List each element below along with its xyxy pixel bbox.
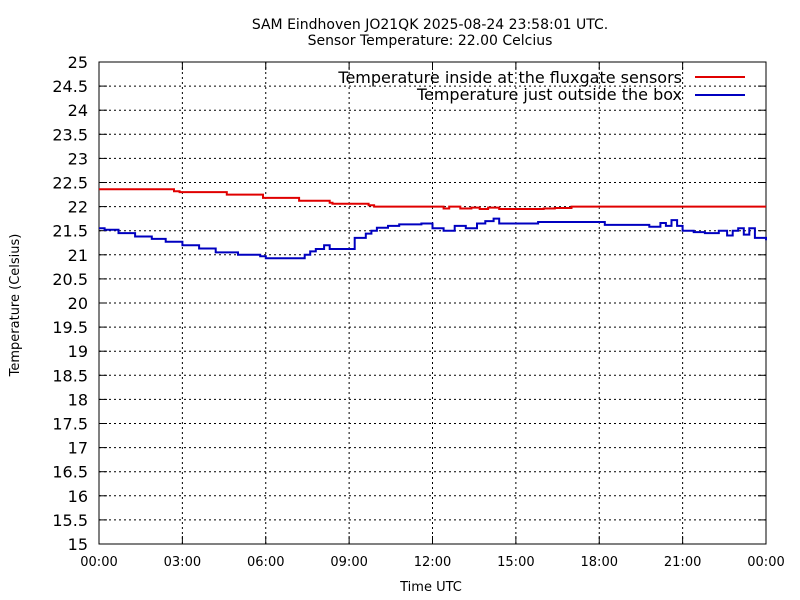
- y-tick-label: 17.5: [52, 415, 88, 434]
- chart-title: SAM Eindhoven JO21QK 2025-08-24 23:58:01…: [252, 17, 608, 33]
- y-tick-label: 21: [68, 246, 88, 265]
- legend-label-inside: Temperature inside at the fluxgate senso…: [337, 68, 682, 87]
- y-tick-label: 16: [68, 487, 88, 506]
- series-line-outside: [99, 217, 767, 260]
- legend-label-outside: Temperature just outside the box: [416, 85, 682, 104]
- y-tick-label: 18: [68, 390, 88, 409]
- y-tick-label: 24.5: [52, 77, 88, 96]
- x-tick-label: 18:00: [581, 555, 618, 570]
- y-tick-label: 22.5: [52, 174, 88, 193]
- series-lines: [99, 188, 767, 260]
- x-tick-label: 03:00: [164, 555, 201, 570]
- y-tick-label: 15: [68, 535, 88, 554]
- y-tick-label: 24: [68, 101, 88, 120]
- x-tick-label: 21:00: [664, 555, 701, 570]
- y-tick-label: 17: [68, 439, 88, 458]
- x-axis-ticks: 00:00 03:00 06:00 09:00 12:00 15:00 18:00 21:00…: [80, 62, 785, 570]
- y-tick-label: 20: [68, 294, 88, 313]
- y-tick-label: 22: [68, 198, 88, 217]
- x-tick-label: 00:00: [747, 555, 784, 570]
- y-tick-label: 23: [68, 149, 88, 168]
- y-tick-label: 19: [68, 342, 88, 361]
- y-tick-label: 21.5: [52, 222, 88, 241]
- y-tick-label: 20.5: [52, 270, 88, 289]
- y-axis-ticks: 15 15.5 16 16.5 17 17.5 18 18.5 19 19.5 20 20.5 21 21…: [52, 53, 766, 554]
- grid-lines: [99, 62, 766, 544]
- series-line-inside: [99, 188, 766, 210]
- x-tick-label: 00:00: [80, 555, 117, 570]
- y-tick-label: 18.5: [52, 366, 88, 385]
- y-tick-label: 25: [68, 53, 88, 72]
- x-tick-label: 06:00: [247, 555, 284, 570]
- x-axis-label: Time UTC: [399, 580, 462, 595]
- y-tick-label: 16.5: [52, 463, 88, 482]
- y-tick-label: 23.5: [52, 125, 88, 144]
- y-axis-label: Temperature (Celsius): [8, 234, 23, 378]
- chart-subtitle: Sensor Temperature: 22.00 Celcius: [308, 33, 553, 49]
- y-tick-label: 15.5: [52, 511, 88, 530]
- legend: Temperature inside at the fluxgate senso…: [337, 68, 745, 104]
- x-tick-label: 15:00: [497, 555, 534, 570]
- y-tick-label: 19.5: [52, 318, 88, 337]
- x-tick-label: 09:00: [330, 555, 367, 570]
- x-tick-label: 12:00: [414, 555, 451, 570]
